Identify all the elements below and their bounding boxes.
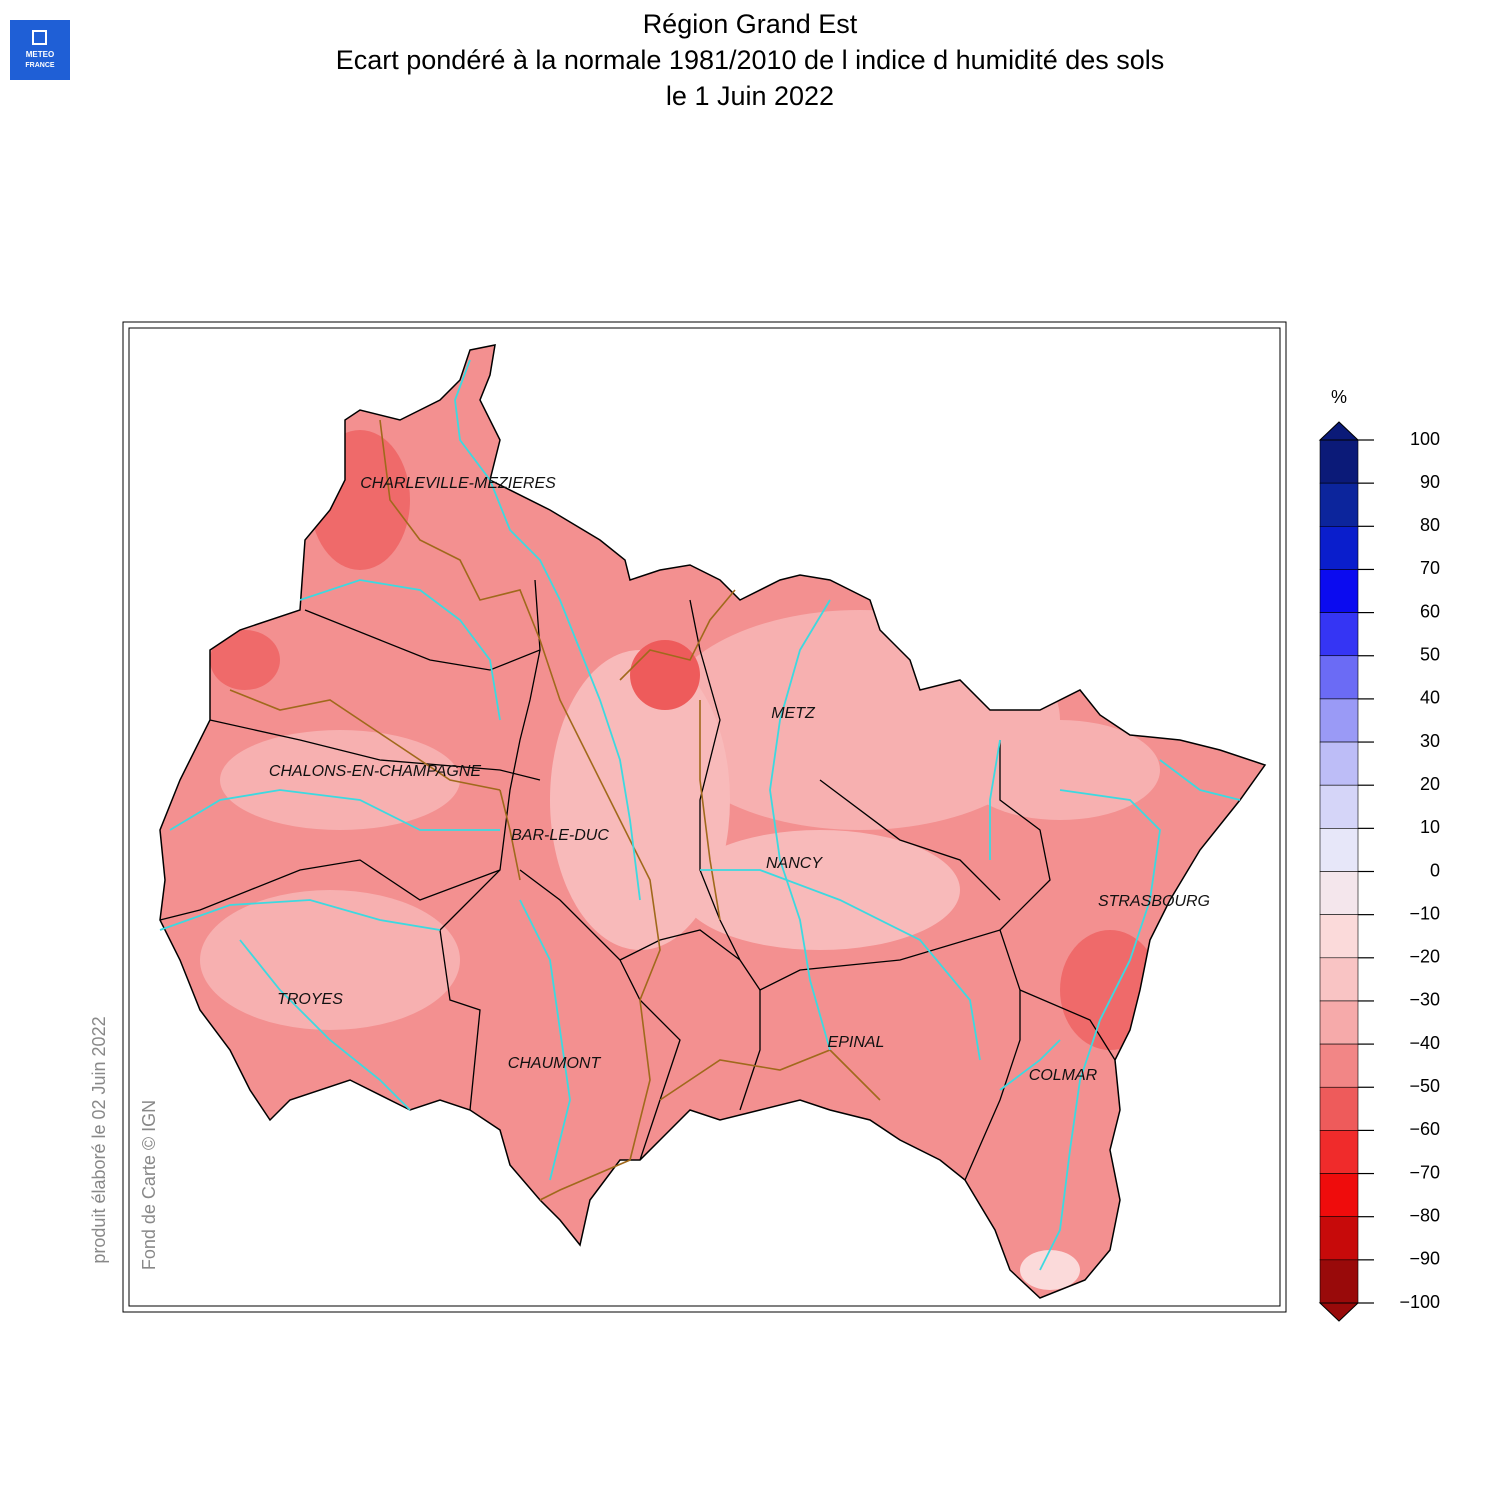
title: le 1 Juin 2022 bbox=[666, 81, 834, 111]
city-labels: CHARLEVILLE-MEZIERES METZ CHALONS-EN-CHA… bbox=[269, 475, 1210, 1084]
city-label: METZ bbox=[771, 705, 816, 722]
colorbar-bin bbox=[1319, 914, 1359, 959]
colorbar-tick-label: −40 bbox=[1409, 1033, 1440, 1053]
colorbar-extension bbox=[1318, 421, 1360, 441]
colorbar-bin bbox=[1319, 482, 1359, 527]
title: Région Grand Est bbox=[643, 9, 858, 39]
colorbar: % 1009080706050403020100−10−20−30−40−50−… bbox=[1318, 387, 1440, 1322]
colorbar-tick-label: 80 bbox=[1420, 515, 1440, 535]
city-label: EPINAL bbox=[828, 1034, 885, 1051]
colorbar-tick-label: 90 bbox=[1420, 472, 1440, 492]
frame bbox=[128, 327, 1281, 1307]
city-label: TROYES bbox=[277, 991, 343, 1008]
colorbar-tick-label: 70 bbox=[1420, 558, 1440, 578]
colorbar-tick-label: 50 bbox=[1420, 645, 1440, 665]
colorbar-bin bbox=[1319, 612, 1359, 657]
colorbar-bin bbox=[1319, 1173, 1359, 1218]
colorbar-bin bbox=[1319, 957, 1359, 1002]
colorbar-tick-label: −70 bbox=[1409, 1162, 1440, 1182]
colorbar-bin bbox=[1319, 569, 1359, 613]
colorbar-unit: % bbox=[1331, 387, 1347, 407]
colorbar-bin bbox=[1319, 525, 1359, 570]
colorbar-tick-label: −30 bbox=[1409, 990, 1440, 1010]
colorbar-tick-label: 60 bbox=[1420, 601, 1440, 621]
colorbar-bin bbox=[1319, 439, 1359, 484]
colorbar-bin bbox=[1319, 1043, 1359, 1088]
colorbar-bin bbox=[1319, 698, 1359, 743]
logo-icon bbox=[32, 30, 47, 45]
colorbar-bin bbox=[1319, 655, 1359, 700]
colorbar-tick-label: −20 bbox=[1409, 947, 1440, 967]
colorbar-bin bbox=[1319, 1130, 1359, 1174]
map bbox=[159, 344, 1266, 1299]
colorbar-tick-label: 10 bbox=[1420, 817, 1440, 837]
city-label: NANCY bbox=[766, 855, 823, 872]
colorbar-bin bbox=[1319, 828, 1359, 872]
city-label: COLMAR bbox=[1029, 1067, 1098, 1084]
colorbar-tick-label: 0 bbox=[1430, 860, 1440, 880]
colorbar-tick-label: −10 bbox=[1409, 903, 1440, 923]
city-label: CHALONS-EN-CHAMPAGNE bbox=[269, 763, 482, 780]
city-label: BAR-LE-DUC bbox=[511, 827, 609, 844]
colorbar-tick-label: −50 bbox=[1409, 1076, 1440, 1096]
colorbar-bin bbox=[1319, 784, 1359, 829]
colorbar-tick-label: 30 bbox=[1420, 731, 1440, 751]
colorbar-bin bbox=[1319, 1259, 1359, 1304]
city-label: CHARLEVILLE-MEZIERES bbox=[360, 475, 556, 492]
colorbar-tick-label: 40 bbox=[1420, 688, 1440, 708]
colorbar-tick-label: 100 bbox=[1410, 429, 1440, 449]
colorbar-tick-label: −60 bbox=[1409, 1119, 1440, 1139]
credit: Fond de Carte © IGN bbox=[139, 1100, 159, 1270]
colorbar-bin bbox=[1319, 871, 1359, 915]
colorbar-tick-label: 20 bbox=[1420, 774, 1440, 794]
colorbar-bin bbox=[1319, 1216, 1359, 1261]
credit: produit élaboré le 02 Juin 2022 bbox=[89, 1016, 109, 1263]
city-label: STRASBOURG bbox=[1098, 893, 1210, 910]
city-label: CHAUMONT bbox=[508, 1055, 602, 1072]
colorbar-bin bbox=[1319, 741, 1359, 786]
colorbar-tick-label: −100 bbox=[1399, 1292, 1440, 1312]
colorbar-bin bbox=[1319, 1086, 1359, 1131]
logo-text: FRANCE bbox=[25, 62, 54, 69]
title: Ecart pondéré à la normale 1981/2010 de … bbox=[336, 45, 1165, 75]
colorbar-extension bbox=[1318, 1302, 1360, 1322]
frame bbox=[122, 321, 1287, 1313]
colorbar-bin bbox=[1319, 1000, 1359, 1045]
colorbar-tick-label: −90 bbox=[1409, 1249, 1440, 1269]
logo-text: METEO bbox=[26, 50, 54, 59]
colorbar-tick-label: −80 bbox=[1409, 1205, 1440, 1225]
